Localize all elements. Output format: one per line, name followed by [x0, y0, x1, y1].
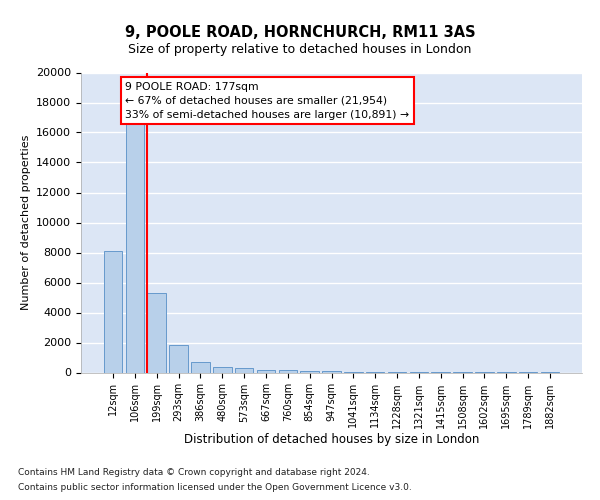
Text: Contains public sector information licensed under the Open Government Licence v3: Contains public sector information licen…	[18, 483, 412, 492]
Bar	[235, 368, 253, 372]
Bar	[301, 371, 319, 372]
Bar	[213, 367, 232, 372]
Bar	[125, 124, 144, 372]
Bar	[104, 251, 122, 372]
Y-axis label: Number of detached properties: Number of detached properties	[20, 135, 31, 310]
Bar	[169, 345, 188, 372]
Bar	[191, 362, 210, 372]
Text: 9, POOLE ROAD, HORNCHURCH, RM11 3AS: 9, POOLE ROAD, HORNCHURCH, RM11 3AS	[125, 25, 475, 40]
Bar	[278, 370, 297, 372]
Bar	[257, 370, 275, 372]
Text: 9 POOLE ROAD: 177sqm
← 67% of detached houses are smaller (21,954)
33% of semi-d: 9 POOLE ROAD: 177sqm ← 67% of detached h…	[125, 82, 409, 120]
Bar	[148, 293, 166, 372]
Text: Size of property relative to detached houses in London: Size of property relative to detached ho…	[128, 44, 472, 57]
Text: Contains HM Land Registry data © Crown copyright and database right 2024.: Contains HM Land Registry data © Crown c…	[18, 468, 370, 477]
X-axis label: Distribution of detached houses by size in London: Distribution of detached houses by size …	[184, 434, 479, 446]
